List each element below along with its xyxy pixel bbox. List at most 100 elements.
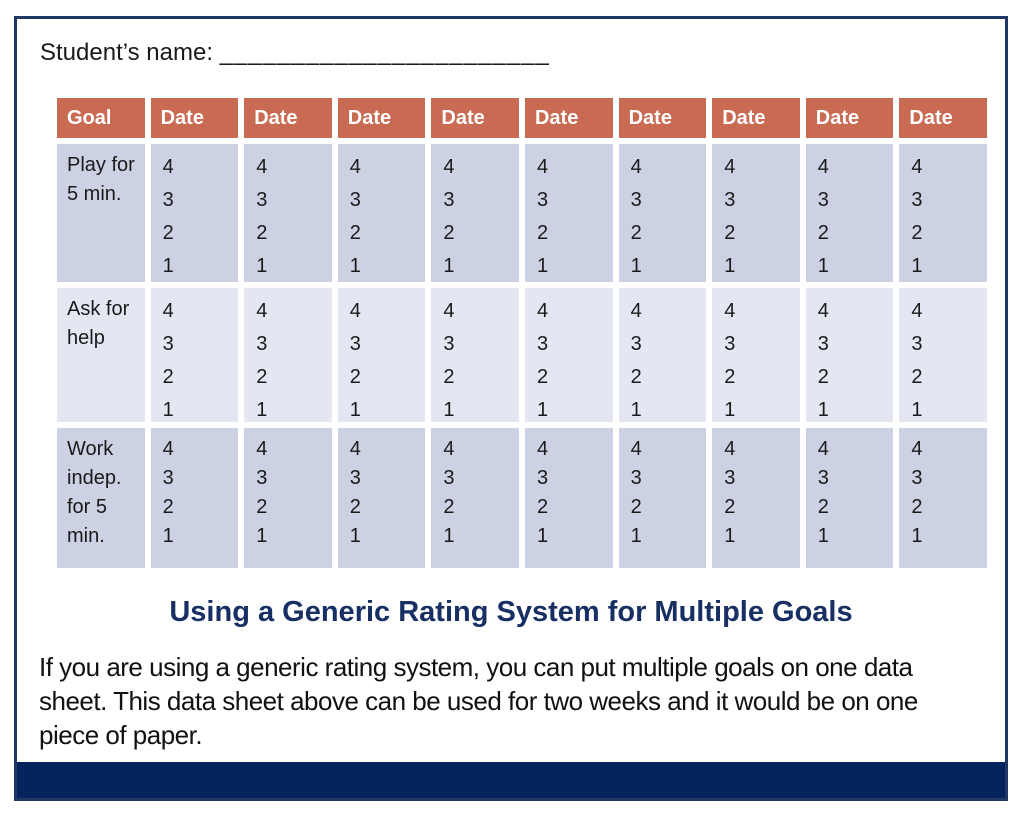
rating-value: 2 (256, 496, 268, 518)
caption-body: If you are using a generic rating system… (39, 652, 918, 750)
goal-cell: Play for 5 min. (57, 144, 145, 282)
rating-cell: 4 3 2 1 (899, 428, 987, 568)
rating-cell: 4 3 2 1 (712, 288, 800, 422)
goal-line: Work (67, 438, 114, 460)
rating-value: 2 (443, 366, 455, 388)
header-date-cell: Date (337, 98, 426, 138)
rating-value: 1 (724, 525, 736, 547)
rating-value: 4 (162, 438, 174, 460)
rating-value: 2 (630, 496, 642, 518)
goal-line: help (67, 327, 105, 349)
rating-cell: 4 3 2 1 (805, 288, 894, 422)
rating-value: 2 (911, 222, 923, 244)
rating-value: 4 (162, 156, 174, 178)
header-date-cell: Date (244, 98, 332, 138)
rating-value: 4 (443, 156, 455, 178)
rating-value: 4 (911, 438, 923, 460)
rating-value: 2 (724, 496, 736, 518)
rating-value: 4 (911, 300, 923, 322)
rating-cell: 4 3 2 1 (712, 144, 800, 282)
rating-value: 1 (443, 399, 455, 421)
rating-value: 2 (443, 222, 455, 244)
rating-cell: 4 3 2 1 (337, 428, 426, 568)
rating-value: 3 (256, 467, 268, 489)
header-date-cell: Date (712, 98, 800, 138)
student-name-blank: _______________________ (219, 39, 550, 66)
rating-value: 3 (256, 333, 268, 355)
rating-value: 1 (630, 399, 642, 421)
goal-line: min. (67, 525, 105, 547)
rating-value: 2 (536, 366, 549, 388)
rating-value: 3 (162, 467, 174, 489)
header-date-cell: Date (524, 98, 613, 138)
rating-cell: 4 3 2 1 (899, 288, 987, 422)
rating-value: 2 (349, 496, 361, 518)
rating-value: 4 (630, 438, 642, 460)
rating-cell: 4 3 2 1 (337, 288, 426, 422)
rating-cell: 4 3 2 1 (337, 144, 426, 282)
rating-value: 3 (724, 189, 736, 211)
rating-value: 4 (724, 438, 736, 460)
rating-value: 1 (349, 255, 361, 277)
goal-line: 5 min. (67, 183, 122, 205)
rating-cell: 4 3 2 1 (524, 428, 613, 568)
rating-value: 4 (443, 300, 455, 322)
rating-value: 2 (911, 366, 923, 388)
rating-value: 4 (536, 300, 549, 322)
goal-cell: Ask for help (57, 288, 145, 422)
rating-value: 4 (630, 156, 642, 178)
rating-cell: 4 3 2 1 (805, 144, 894, 282)
rating-value: 4 (349, 156, 361, 178)
rating-value: 1 (536, 399, 549, 421)
rating-value: 4 (630, 300, 642, 322)
rating-value: 2 (162, 366, 174, 388)
rating-cell: 4 3 2 1 (524, 288, 613, 422)
header-date-cell: Date (150, 98, 239, 138)
rating-value: 3 (443, 333, 455, 355)
rating-cell: 4 3 2 1 (150, 288, 239, 422)
rating-cell: 4 3 2 1 (431, 288, 519, 422)
rating-value: 3 (443, 189, 455, 211)
rating-value: 3 (630, 333, 642, 355)
student-name-label: Student’s name: (40, 39, 214, 66)
rating-value: 3 (630, 467, 642, 489)
rating-cell: 4 3 2 1 (618, 288, 707, 422)
rating-value: 3 (630, 189, 642, 211)
student-name-line: Student’s name: _______________________ (40, 39, 550, 67)
rating-value: 3 (911, 467, 923, 489)
rating-value: 4 (724, 300, 736, 322)
goal-line: Play for (67, 154, 135, 176)
rating-value: 3 (911, 189, 923, 211)
rating-value: 3 (817, 189, 829, 211)
rating-value: 4 (256, 156, 268, 178)
rating-value: 1 (256, 399, 268, 421)
rating-table-wrap: Goal Date Date Date Date Date Date Date Date Date… (57, 98, 987, 568)
header-date-cell: Date (805, 98, 894, 138)
rating-cell: 4 3 2 1 (805, 428, 894, 568)
rating-value: 2 (536, 222, 549, 244)
rating-value: 4 (162, 300, 174, 322)
rating-value: 2 (817, 496, 829, 518)
rating-value: 2 (817, 366, 829, 388)
rating-value: 2 (536, 496, 549, 518)
rating-value: 4 (911, 156, 923, 178)
rating-value: 2 (817, 222, 829, 244)
rating-cell: 4 3 2 1 (524, 144, 613, 282)
rating-value: 2 (256, 222, 268, 244)
rating-value: 3 (911, 333, 923, 355)
rating-value: 3 (162, 189, 174, 211)
rating-value: 2 (256, 366, 268, 388)
goal-line: Ask for (67, 298, 130, 320)
rating-value: 3 (724, 333, 736, 355)
rating-value: 1 (911, 255, 923, 277)
rating-value: 2 (724, 366, 736, 388)
rating-value: 1 (443, 255, 455, 277)
rating-value: 1 (443, 525, 455, 547)
caption-title: Using a Generic Rating System for Multip… (169, 596, 853, 628)
goal-line: for 5 (67, 496, 108, 518)
rating-value: 3 (162, 333, 174, 355)
header-date-cell: Date (899, 98, 987, 138)
rating-value: 1 (724, 255, 736, 277)
header-goal-cell: Goal (57, 98, 145, 138)
rating-value: 1 (162, 525, 174, 547)
